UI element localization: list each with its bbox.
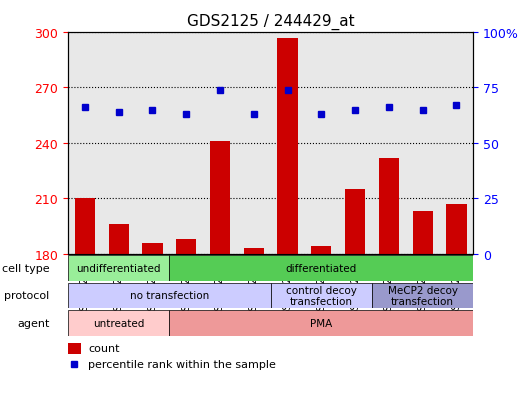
Bar bbox=[109, 225, 129, 254]
Text: control decoy
transfection: control decoy transfection bbox=[286, 285, 357, 306]
Text: percentile rank within the sample: percentile rank within the sample bbox=[88, 359, 276, 369]
Text: protocol: protocol bbox=[4, 291, 49, 301]
Bar bbox=[75, 199, 95, 254]
Bar bbox=[176, 239, 196, 254]
Title: GDS2125 / 244429_at: GDS2125 / 244429_at bbox=[187, 14, 355, 30]
Bar bbox=[379, 158, 399, 254]
Text: undifferentiated: undifferentiated bbox=[76, 263, 161, 273]
Bar bbox=[345, 190, 365, 254]
Text: no transfection: no transfection bbox=[130, 291, 209, 301]
Bar bbox=[446, 204, 467, 254]
Text: MeCP2 decoy
transfection: MeCP2 decoy transfection bbox=[388, 285, 458, 306]
Bar bbox=[68, 256, 169, 281]
Bar bbox=[68, 283, 271, 309]
Bar bbox=[68, 310, 169, 336]
Bar bbox=[169, 310, 473, 336]
Bar bbox=[142, 243, 163, 254]
Bar bbox=[413, 211, 433, 254]
Text: cell type: cell type bbox=[2, 263, 49, 273]
Bar bbox=[271, 283, 372, 309]
Bar bbox=[311, 247, 332, 254]
Text: untreated: untreated bbox=[93, 318, 144, 328]
Bar bbox=[68, 343, 81, 354]
Bar bbox=[277, 38, 298, 254]
Bar bbox=[210, 142, 230, 254]
Bar bbox=[169, 256, 473, 281]
Text: agent: agent bbox=[17, 318, 49, 328]
Bar bbox=[372, 283, 473, 309]
Text: count: count bbox=[88, 344, 120, 354]
Text: PMA: PMA bbox=[310, 318, 333, 328]
Text: differentiated: differentiated bbox=[286, 263, 357, 273]
Bar bbox=[244, 249, 264, 254]
